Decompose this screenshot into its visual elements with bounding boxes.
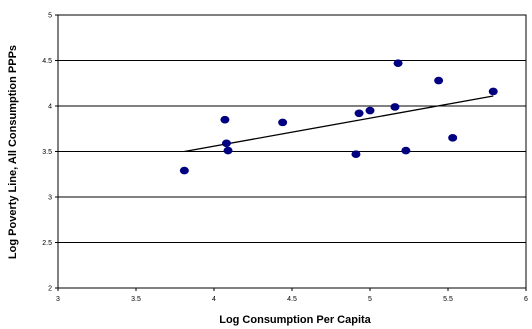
x-tick-label: 3 [56,296,60,303]
data-point [401,146,411,155]
x-tick-label: 4.5 [287,296,297,303]
y-tick-label: 4 [48,104,52,111]
x-tick-label: 3.5 [131,296,141,303]
y-tick-label: 3.5 [42,149,52,156]
x-axis-ticks: 3 3.5 4 4.5 5 5.5 6 [56,288,528,303]
data-point [393,59,403,68]
data-point [365,106,375,115]
data-point [223,146,233,155]
y-tick-label: 4.5 [42,58,52,65]
y-axis-ticks: 2 2.5 3 3.5 4 4.5 5 [42,13,58,293]
data-point [448,134,458,142]
x-tick-label: 6 [524,296,528,303]
data-point [354,109,364,118]
data-point [351,150,361,159]
data-point [390,103,400,111]
gridlines [58,60,526,243]
trendline [184,95,494,153]
data-point [488,87,498,96]
data-points [179,59,498,175]
data-point [434,76,444,85]
data-point [179,166,189,175]
data-point [278,118,288,127]
y-tick-label: 3 [48,195,52,202]
y-tick-label: 2 [48,286,52,293]
x-tick-label: 4 [212,296,216,303]
data-point [220,115,230,124]
y-axis-title: Log Poverty Line, All Consumption PPPs [7,45,19,259]
x-axis-title: Log Consumption Per Capita [219,314,371,326]
x-tick-label: 5.5 [443,296,453,303]
y-tick-label: 2.5 [42,240,52,247]
y-tick-label: 5 [48,13,52,20]
x-tick-label: 5 [368,296,372,303]
data-point [221,139,231,148]
